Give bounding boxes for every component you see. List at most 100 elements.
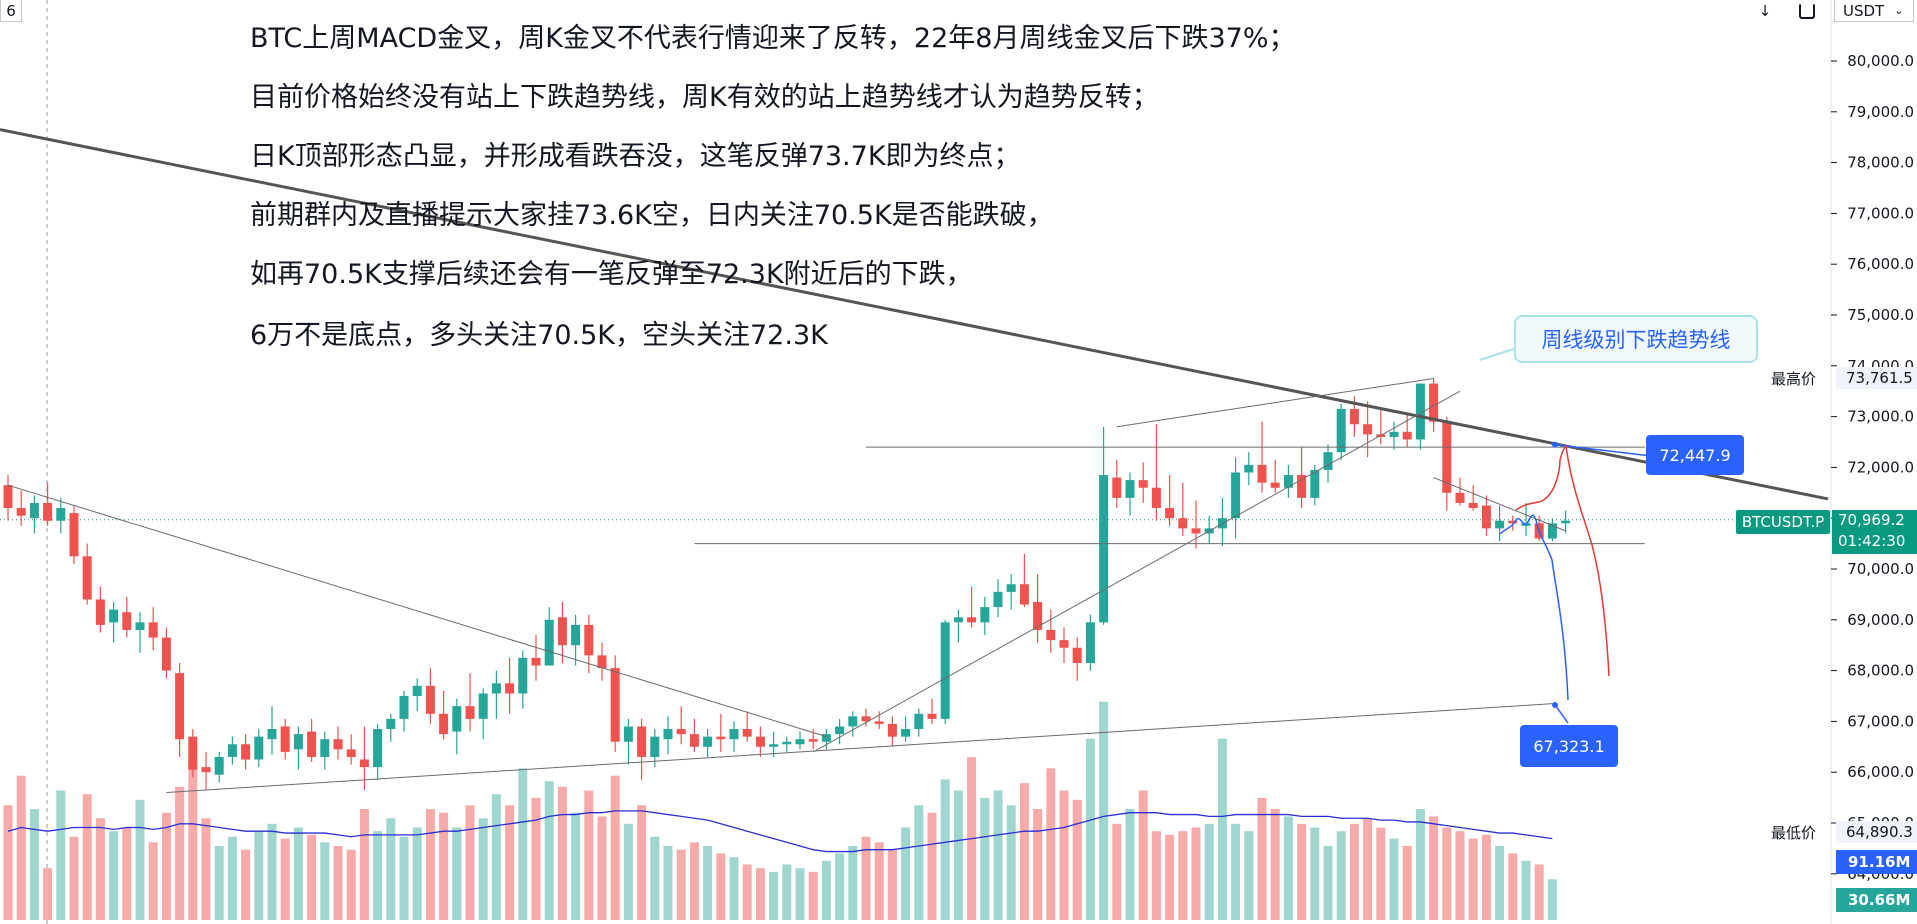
volume-bar (1481, 834, 1491, 920)
candle-body (729, 729, 739, 740)
candle-body (795, 739, 805, 745)
candle-body (1112, 477, 1122, 498)
volume-bar (254, 831, 264, 920)
candle-body (1323, 452, 1333, 470)
symbol-tag[interactable]: BTCUSDT.P (1736, 510, 1830, 534)
volume-bar (320, 842, 330, 920)
candle-body (914, 713, 924, 730)
interval-label: 6 (6, 1, 16, 20)
volume-bar (1389, 838, 1399, 920)
target-high-flag[interactable]: 72,447.9 (1646, 435, 1744, 475)
candle-body (782, 741, 792, 745)
candle-body (280, 726, 290, 752)
candle-body (769, 744, 779, 747)
volume-bar (161, 812, 171, 920)
candle-body (1257, 464, 1267, 483)
candle-body (69, 513, 79, 557)
candle-body (1455, 492, 1465, 503)
candle-body (901, 729, 911, 737)
candle-body (452, 706, 462, 732)
candle-body (1349, 408, 1359, 425)
candle-body (1178, 518, 1188, 529)
volume-bar (874, 842, 884, 920)
volume-bar (940, 779, 950, 920)
candle-body (1059, 640, 1069, 648)
volume-bar (1534, 864, 1544, 920)
volume-bar (175, 786, 185, 920)
candle-body (109, 609, 119, 623)
volume-bar (1310, 827, 1320, 920)
low-price-tag: 64,890.3 (1836, 821, 1917, 843)
candle-body (56, 508, 66, 521)
volume-bar (359, 809, 369, 920)
volume-bar (1112, 823, 1122, 920)
candle-body (3, 485, 13, 509)
candle-body (161, 637, 171, 671)
volume-bar (1495, 846, 1505, 920)
volume-bar (927, 812, 937, 920)
projected-path-blue (1499, 514, 1569, 701)
volume-bar (1244, 831, 1254, 920)
candle-body (1495, 520, 1505, 529)
volume-bar (227, 836, 237, 920)
low-price-value: 64,890.3 (1846, 823, 1913, 841)
volume-bar (1178, 831, 1188, 920)
volume-bar (1363, 818, 1373, 920)
candle-body (835, 726, 845, 735)
candle-body (307, 731, 317, 757)
volume-bar (1508, 853, 1518, 920)
volume-bar (452, 827, 462, 920)
note-line-2: 目前价格始终没有站上下跌趋势线，周K有效的站上趋势线才认为趋势反转； (250, 82, 1159, 113)
currency-select[interactable]: USDT ⌄ (1834, 0, 1914, 22)
volume-bar (835, 853, 845, 920)
volume-bar (584, 790, 594, 920)
y-tick-label: 67,000.0 (1847, 712, 1914, 730)
volume-bar (135, 799, 145, 920)
projected-path-red (1515, 444, 1610, 677)
candle-body (557, 617, 567, 646)
volume-tag: 30.66M (1836, 888, 1917, 912)
candle-body (1138, 480, 1148, 488)
candle-body (1310, 469, 1320, 498)
candle-body (359, 759, 369, 768)
volume-bar (544, 781, 554, 920)
target-low-flag[interactable]: 67,323.1 (1520, 725, 1618, 767)
volume-bar (676, 849, 686, 920)
reset-button[interactable] (1793, 0, 1821, 22)
candle-body (861, 716, 871, 722)
volume-bar (808, 871, 818, 920)
candle-body (1561, 520, 1571, 524)
candle-body (333, 739, 343, 750)
candle-body (148, 622, 158, 638)
volume-bar (1455, 831, 1465, 920)
volume-bar (650, 836, 660, 920)
volume-bar (214, 846, 224, 920)
candle-body (544, 619, 554, 666)
volume-bar (478, 818, 488, 920)
candle-body (518, 657, 528, 694)
volume-bar (742, 864, 752, 920)
volume-bar (399, 836, 409, 920)
candle-body (95, 599, 105, 625)
candle-body (293, 734, 303, 750)
candle-body (241, 744, 251, 760)
candle-body (663, 729, 673, 740)
volume-bar (1006, 805, 1016, 920)
scroll-down-button[interactable]: ↓ (1751, 0, 1779, 22)
volume-bar (623, 823, 633, 920)
target-high-value: 72,447.9 (1659, 445, 1731, 465)
volume-bar (1138, 790, 1148, 920)
candle-body (1072, 647, 1082, 663)
volume-bar (848, 846, 858, 920)
interval-box[interactable]: 6 (0, 0, 22, 22)
candle-body (227, 744, 237, 757)
candle-body (1547, 523, 1557, 539)
volume-bar (821, 860, 831, 920)
candle-body (1270, 482, 1280, 488)
volume-bar (1521, 860, 1531, 920)
trendline-callout[interactable]: 周线级别下跌趋势线 (1514, 315, 1758, 363)
candle-body (953, 617, 963, 623)
candle-body (267, 729, 277, 740)
volume-bar (148, 842, 158, 920)
